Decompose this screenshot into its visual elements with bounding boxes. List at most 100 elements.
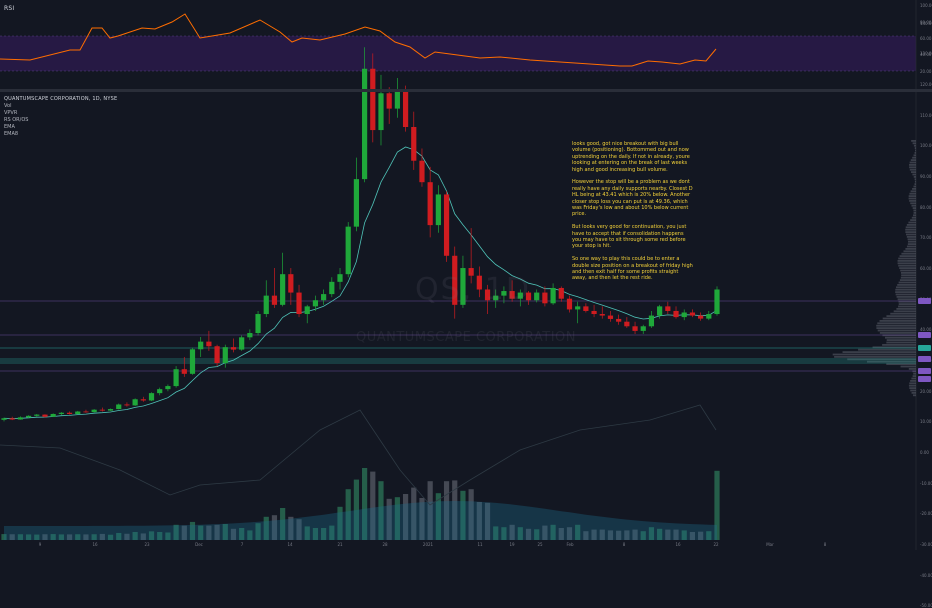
price-axis-tick: 140.00 <box>920 20 932 26</box>
volume-profile <box>832 140 916 397</box>
candle-body <box>534 292 540 301</box>
price-axis-tick: 80.00 <box>920 204 932 210</box>
volume-profile-row <box>899 255 916 257</box>
volume-profile-row <box>909 200 916 202</box>
candle-body <box>83 411 89 413</box>
rsi-axis-tick: 80.00 <box>920 20 932 25</box>
volume-bar <box>402 494 409 540</box>
volume-bar <box>484 502 491 540</box>
volume-bar <box>148 531 155 540</box>
candle-body <box>648 315 655 327</box>
candle-body <box>509 291 515 299</box>
indicator-vol[interactable]: Vol <box>4 103 12 109</box>
candle-body <box>198 341 204 350</box>
volume-bar <box>17 534 23 540</box>
volume-profile-row <box>914 149 916 152</box>
price-axis-tick: -30.00 <box>920 541 932 547</box>
volume-profile-row <box>905 226 916 229</box>
volume-bar <box>222 524 228 540</box>
volume-profile-row <box>882 334 916 337</box>
volume-profile-row <box>847 358 916 361</box>
volume-bar <box>50 534 56 540</box>
time-axis-tick: 11 <box>477 542 483 547</box>
text-annotation[interactable]: looks good, got nice breakout with big b… <box>572 141 694 288</box>
indicator-ema[interactable]: EMA <box>4 124 15 130</box>
volume-profile-row <box>909 168 916 171</box>
candle-body <box>1 418 7 420</box>
volume-bar <box>255 523 261 540</box>
candle-body <box>9 418 15 420</box>
volume-bar <box>198 525 204 540</box>
volume-profile-row <box>906 224 916 226</box>
symbol-title[interactable]: QUANTUMSCAPE CORPORATION, 1D, NYSE <box>4 96 118 102</box>
volume-profile-row <box>882 344 916 346</box>
rsi-axis-tick: 40.00 <box>920 52 932 57</box>
annotation-paragraph-1: looks good, got nice breakout with big b… <box>572 141 690 173</box>
volume-profile-row <box>912 142 916 145</box>
price-axis-tick: 70.00 <box>920 235 932 241</box>
volume-profile-row <box>912 188 916 190</box>
indicator-ema8[interactable]: EMA8 <box>4 131 19 137</box>
volume-profile-row <box>897 284 916 286</box>
candle-body <box>378 93 384 131</box>
price-axis-tick: -50.00 <box>920 603 932 608</box>
volume-profile-row <box>914 152 916 154</box>
volume-bar <box>534 529 540 540</box>
volume-profile-row <box>907 243 916 245</box>
chart-canvas[interactable] <box>0 0 932 550</box>
volume-profile-row <box>909 382 916 385</box>
volume-bar <box>427 481 433 540</box>
price-axis-tick: -10.00 <box>920 480 932 486</box>
rsi-axis-tick: 20.00 <box>920 69 932 74</box>
volume-bar <box>296 519 302 540</box>
candle-body <box>17 417 23 420</box>
pane-divider[interactable] <box>0 89 932 92</box>
volume-profile-row <box>909 164 916 166</box>
volume-profile-row <box>900 269 916 272</box>
volume-bar <box>247 530 253 540</box>
indicator-vpvr[interactable]: VPVR <box>4 110 18 116</box>
candle-body <box>566 298 573 310</box>
volume-profile-row <box>908 384 916 387</box>
candle-body <box>34 414 40 416</box>
price-axis-tag <box>918 298 931 304</box>
volume-profile-row <box>910 159 916 161</box>
volume-profile-row <box>895 293 916 296</box>
volume-bar <box>263 516 269 540</box>
volume-bar <box>91 534 97 540</box>
candle-body <box>75 411 81 414</box>
candle-body <box>427 182 433 226</box>
volume-profile-row <box>908 368 916 370</box>
volume-bar <box>583 531 589 540</box>
volume-profile-row <box>913 185 916 188</box>
volume-bar <box>214 524 220 540</box>
volume-bar <box>468 489 474 540</box>
ema-line <box>3 146 718 419</box>
volume-profile-row <box>914 178 916 181</box>
volume-bar <box>189 521 196 540</box>
indicator-rs-or-os[interactable]: RS OR/OS <box>4 117 29 123</box>
volume-bar <box>640 531 646 540</box>
volume-bar <box>230 528 237 540</box>
volume-bar <box>25 534 32 540</box>
volume-profile-row <box>909 166 916 169</box>
volume-bar <box>312 528 319 540</box>
volume-profile-row <box>898 305 916 308</box>
volume-profile-row <box>912 370 916 373</box>
candle-body <box>296 292 302 315</box>
candle-body <box>616 318 622 322</box>
volume-profile-row <box>912 375 916 377</box>
volume-profile-row <box>893 310 916 313</box>
time-axis-tick: 16 <box>675 542 681 547</box>
candle-body <box>493 295 499 301</box>
time-axis-tick: 7 <box>240 542 244 547</box>
candle-body <box>165 386 171 390</box>
time-axis-tick: 16 <box>92 542 98 547</box>
volume-bar <box>206 525 212 540</box>
support-zone <box>0 358 916 364</box>
volume-profile-row <box>912 394 916 397</box>
price-axis-tick: 110.00 <box>920 112 932 118</box>
candle-body <box>394 90 400 109</box>
candle-body <box>255 314 261 334</box>
candle-body <box>435 194 441 226</box>
